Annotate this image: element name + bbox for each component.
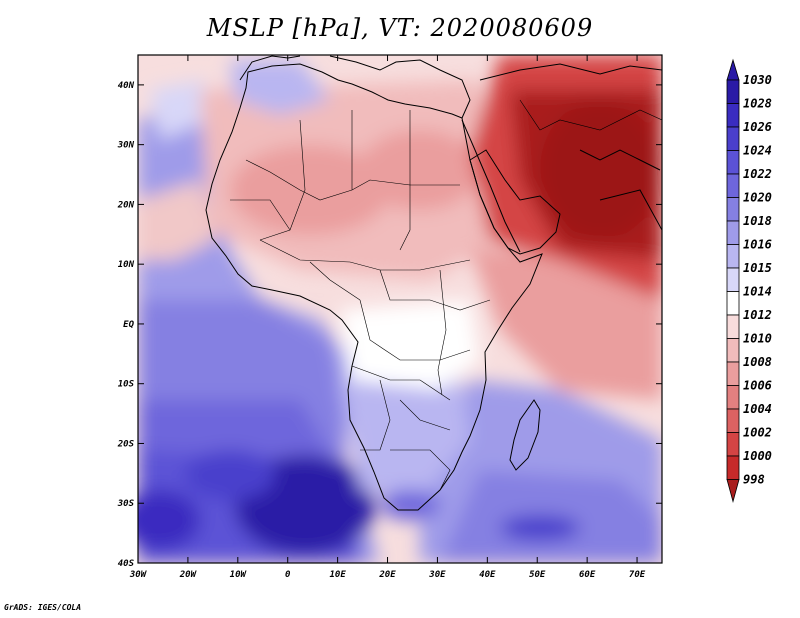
colorbar-segment [726,385,740,410]
colorbar-label: 1022 [743,167,772,181]
grads-credit: GrADS: IGES/COLA [4,603,82,612]
colorbar-label: 1008 [743,355,772,369]
colorbar-segment [726,244,740,269]
coastlines [205,55,662,511]
y-tick-label: 40N [118,81,135,91]
colorbar-label: 1002 [743,426,772,440]
colorbar-arrow-top [726,58,740,81]
map-frame [137,54,663,564]
x-tick-label: 10W [230,570,248,580]
colorbar-segment [726,291,740,316]
colorbar-label: 1006 [743,379,772,393]
y-tick-label: 10N [118,260,135,270]
y-tick-label: 20S [117,439,135,449]
country-borders [230,99,662,491]
x-tick-label: 0 [285,570,291,580]
colorbar-arrow-bottom [726,479,740,504]
x-tick-label: 50E [529,570,546,580]
x-tick-label: 20W [179,570,198,580]
colorbar-segment [726,314,740,339]
x-tick-label: 30W [129,570,148,580]
x-tick-label: 60E [579,570,596,580]
x-tick-label: 20E [378,570,396,580]
y-tick-label: 30N [117,141,135,151]
colorbar-segment [726,220,740,245]
colorbar-segment [726,126,740,151]
colorbar-segment [726,173,740,198]
colorbar-segment [726,103,740,128]
x-tick-label: 40E [479,570,496,580]
colorbar-label: 1016 [743,238,772,252]
colorbar-segment [726,455,740,480]
colorbar-label: 1026 [743,120,772,134]
x-tick-label: 10E [329,570,346,580]
y-tick-label: 20N [117,200,135,210]
y-tick-label: 30S [117,499,135,509]
colorbar: 1030 1028 1026 1024 1022 1020 1018 1016 1015 1014… [726,58,772,504]
colorbar-label: 1012 [743,308,772,322]
pressure-field [138,55,662,563]
colorbar-label: 1010 [743,332,772,346]
x-tick-label: 30E [428,570,446,580]
colorbar-segment [726,361,740,386]
colorbar-segment [726,267,740,292]
colorbar-segment [726,150,740,175]
colorbar-label: 1028 [743,97,772,111]
colorbar-label: 998 [743,473,765,487]
colorbar-segment [726,432,740,457]
colorbar-segment [726,197,740,222]
colorbar-segment [726,338,740,363]
x-tick-label: 70E [629,570,646,580]
y-tick-label: 10S [118,380,135,390]
colorbar-segment [726,79,740,104]
colorbar-label: 1018 [743,214,772,228]
colorbar-label: 1030 [743,73,772,87]
map-title: MSLP [hPa], VT: 2020080609 [206,14,594,42]
colorbar-segment [726,408,740,433]
longitude-axis: 30W 20W 10W 0 10E 20E 30E 40E 50E 60E 70E [129,55,646,580]
y-tick-label: EQ [123,320,134,330]
colorbar-label: 1024 [743,144,772,158]
y-tick-label: 40S [118,559,135,569]
colorbar-label: 1000 [743,449,772,463]
colorbar-label: 1004 [743,402,772,416]
colorbar-label: 1014 [743,285,772,299]
colorbar-label: 1015 [743,261,772,275]
latitude-axis: 40N 30N 20N 10N EQ 10S 20S 30S 40S [117,81,662,569]
colorbar-label: 1020 [743,191,772,205]
